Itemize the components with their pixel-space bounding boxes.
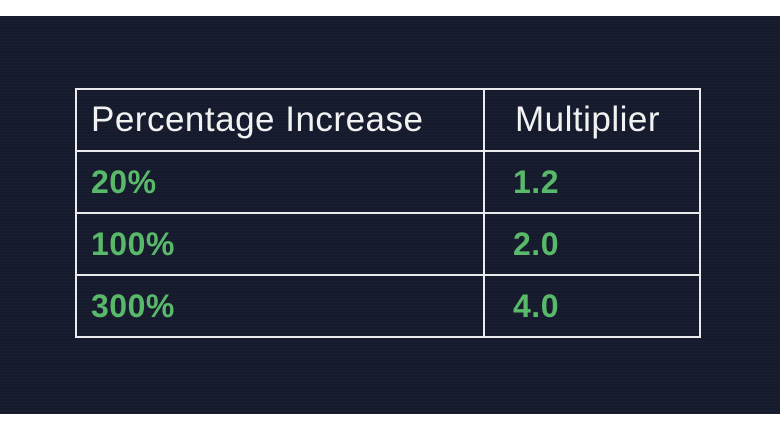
table-row: 300% 4.0	[75, 274, 701, 338]
cell-percentage: 100%	[75, 212, 485, 276]
cell-multiplier: 4.0	[483, 274, 701, 338]
table-header-row: Percentage Increase Multiplier	[75, 88, 701, 152]
table-row: 100% 2.0	[75, 212, 701, 276]
video-frame: Percentage Increase Multiplier 20% 1.2 1…	[0, 16, 780, 414]
cell-percentage: 20%	[75, 150, 485, 214]
table-row: 20% 1.2	[75, 150, 701, 214]
header-percentage-increase: Percentage Increase	[75, 88, 485, 152]
cell-multiplier: 2.0	[483, 212, 701, 276]
percentage-multiplier-table: Percentage Increase Multiplier 20% 1.2 1…	[75, 88, 701, 338]
cell-percentage: 300%	[75, 274, 485, 338]
header-multiplier: Multiplier	[483, 88, 701, 152]
cell-multiplier: 1.2	[483, 150, 701, 214]
